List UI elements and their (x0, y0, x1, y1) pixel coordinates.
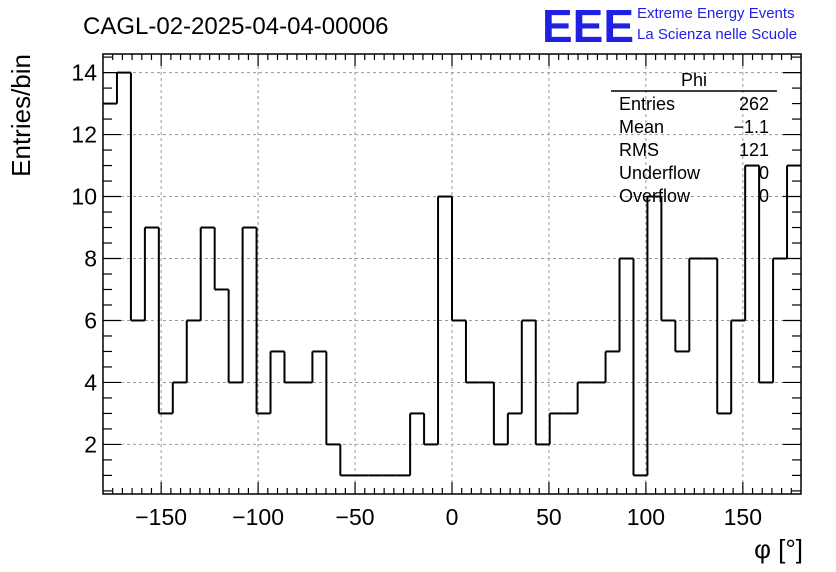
y-axis-label: Entries/bin (6, 54, 36, 177)
axis-ticks (103, 54, 801, 494)
stats-label-underflow: Underflow (619, 163, 701, 183)
stats-title: Phi (681, 70, 707, 90)
x-tick-labels: −150 −100 −50 0 50 100 150 (135, 504, 762, 530)
y-tick-label: 14 (71, 60, 97, 86)
logo-line-1: Extreme Energy Events (637, 5, 795, 22)
logo-mark: EEE (542, 0, 634, 52)
stats-label-rms: RMS (619, 140, 659, 160)
y-tick-label: 4 (84, 369, 97, 395)
stats-value-entries: 262 (739, 94, 769, 114)
stats-value-overflow: 0 (759, 186, 769, 206)
x-tick-label: 50 (536, 504, 562, 530)
stats-value-underflow: 0 (759, 163, 769, 183)
histogram (103, 71, 801, 477)
stats-label-mean: Mean (619, 117, 664, 137)
x-tick-label: 150 (724, 504, 762, 530)
x-axis-label: φ [°] (754, 534, 803, 564)
eee-logo: EEE Extreme Energy Events La Scienza nel… (542, 0, 797, 52)
y-tick-labels: 2 4 6 8 10 12 14 (71, 60, 97, 458)
y-tick-label: 6 (84, 307, 97, 333)
x-tick-label: 100 (627, 504, 665, 530)
chart-title: CAGL-02-2025-04-04-00006 (83, 13, 389, 40)
logo-line-2: La Scienza nelle Scuole (637, 26, 797, 43)
y-tick-label: 2 (84, 431, 97, 457)
stats-label-entries: Entries (619, 94, 675, 114)
y-tick-label: 12 (71, 122, 97, 148)
stats-value-mean: −1.1 (733, 117, 769, 137)
stats-label-overflow: Overflow (619, 186, 691, 206)
x-tick-label: −50 (336, 504, 375, 530)
x-tick-label: −150 (135, 504, 187, 530)
stats-box: Phi Entries 262 Mean −1.1 RMS 121 Underf… (611, 70, 777, 206)
stats-value-rms: 121 (739, 140, 769, 160)
y-tick-label: 10 (71, 184, 97, 210)
y-tick-label: 8 (84, 246, 97, 272)
x-tick-label: −100 (232, 504, 284, 530)
x-tick-label: 0 (446, 504, 459, 530)
